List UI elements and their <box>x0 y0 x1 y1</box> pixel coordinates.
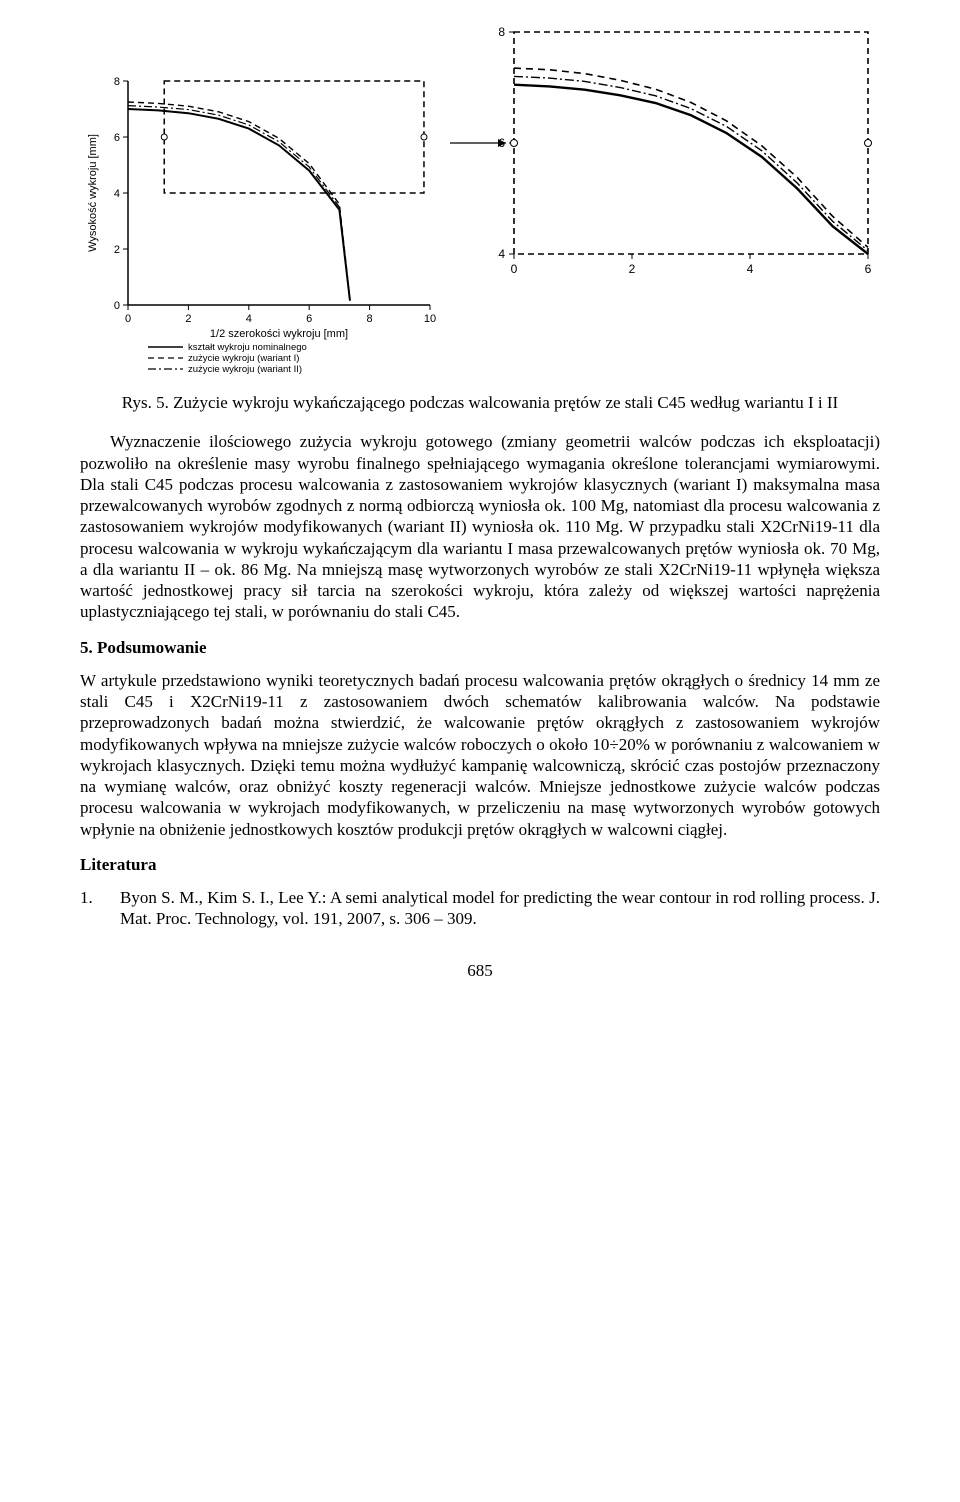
svg-text:4: 4 <box>114 188 120 200</box>
paragraph-2: W artykule przedstawiono wyniki teoretyc… <box>80 670 880 840</box>
section-heading-summary: 5. Podsumowanie <box>80 637 880 658</box>
svg-text:8: 8 <box>114 76 120 88</box>
reference-item: 1. Byon S. M., Kim S. I., Lee Y.: A semi… <box>80 887 880 930</box>
page-number: 685 <box>80 960 880 981</box>
figure-5: 0 2 4 6 8 10 0 2 4 6 8 1/2 szerokości wykroju [mm] W… <box>80 20 880 380</box>
svg-text:kształt wykroju nominalnego: kształt wykroju nominalnego <box>188 342 307 353</box>
paragraph-1: Wyznaczenie ilościowego zużycia wykroju … <box>80 431 880 622</box>
svg-text:0: 0 <box>511 262 518 276</box>
svg-text:2: 2 <box>185 313 191 325</box>
svg-text:1/2 szerokości wykroju [mm]: 1/2 szerokości wykroju [mm] <box>210 328 348 340</box>
svg-text:4: 4 <box>747 262 754 276</box>
section-heading-literature: Literatura <box>80 854 880 875</box>
svg-text:2: 2 <box>629 262 636 276</box>
svg-text:6: 6 <box>865 262 872 276</box>
caption-text: Zużycie wykroju wykańczającego podczas w… <box>173 393 838 412</box>
reference-number: 1. <box>80 887 120 930</box>
svg-text:0: 0 <box>125 313 131 325</box>
svg-text:6: 6 <box>114 132 120 144</box>
svg-text:6: 6 <box>306 313 312 325</box>
svg-text:Wysokość wykroju [mm]: Wysokość wykroju [mm] <box>87 134 99 252</box>
svg-text:2: 2 <box>114 244 120 256</box>
reference-text: Byon S. M., Kim S. I., Lee Y.: A semi an… <box>120 887 880 930</box>
svg-text:zużycie wykroju (wariant I): zużycie wykroju (wariant I) <box>188 353 299 364</box>
left-groove-profile-chart: 0 2 4 6 8 10 0 2 4 6 8 1/2 szerokości wykroju [mm] W… <box>80 75 440 375</box>
references-list: 1. Byon S. M., Kim S. I., Lee Y.: A semi… <box>80 887 880 930</box>
svg-text:4: 4 <box>498 247 505 261</box>
right-zoom-chart: 0246468 <box>480 20 880 280</box>
svg-text:8: 8 <box>367 313 373 325</box>
svg-text:10: 10 <box>424 313 436 325</box>
caption-prefix: Rys. 5. <box>122 393 173 412</box>
figure-caption: Rys. 5. Zużycie wykroju wykańczającego p… <box>80 392 880 413</box>
svg-text:8: 8 <box>498 25 505 39</box>
svg-text:4: 4 <box>246 313 252 325</box>
svg-text:0: 0 <box>114 300 120 312</box>
svg-text:zużycie wykroju (wariant II): zużycie wykroju (wariant II) <box>188 364 302 375</box>
